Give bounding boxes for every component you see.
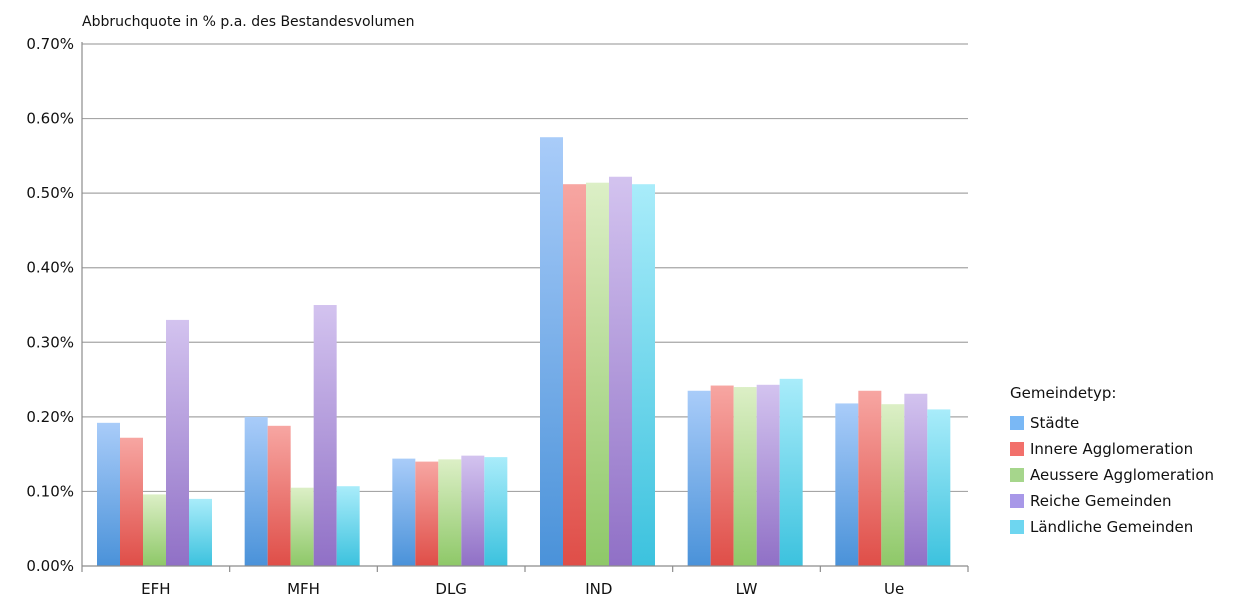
axes bbox=[81, 42, 969, 572]
bar-LW-1 bbox=[710, 385, 734, 566]
legend-label: Aeussere Agglomeration bbox=[1030, 466, 1215, 484]
y-tick-label: 0.40% bbox=[26, 259, 74, 277]
bar-EFH-4 bbox=[189, 498, 212, 566]
legend: Gemeindetyp: Städte Innere Agglomeration A… bbox=[1010, 384, 1214, 540]
bar-DLG-4 bbox=[484, 457, 508, 566]
bar-EFH-3 bbox=[166, 319, 189, 566]
bar-LW-3 bbox=[756, 384, 780, 566]
bars bbox=[97, 137, 951, 567]
legend-label: Städte bbox=[1030, 414, 1080, 432]
bar-IND-4 bbox=[632, 184, 655, 567]
bar-DLG-3 bbox=[461, 455, 485, 566]
y-tick-labels: 0.00% 0.10% 0.20% 0.30% 0.40% 0.50% 0.60% 0.70% bbox=[26, 35, 74, 575]
x-tick-label: EFH bbox=[141, 580, 170, 597]
y-axis-title: Abbruchquote in % p.a. des Bestandesvolu… bbox=[82, 14, 414, 30]
bar-Ue-2 bbox=[881, 404, 905, 566]
bar-LW-4 bbox=[779, 378, 803, 566]
bar-MFH-2 bbox=[290, 487, 314, 566]
legend-title: Gemeindetyp: bbox=[1010, 384, 1117, 402]
legend-item: Ländliche Gemeinden bbox=[1010, 514, 1214, 540]
bar-EFH-2 bbox=[143, 494, 166, 566]
legend-swatch bbox=[1010, 468, 1024, 482]
bar-IND-0 bbox=[540, 137, 563, 566]
bar-IND-3 bbox=[609, 176, 632, 567]
y-tick-label: 0.70% bbox=[26, 35, 74, 53]
bar-LW-2 bbox=[733, 387, 757, 566]
y-tick-label: 0.60% bbox=[26, 110, 74, 128]
bar-EFH-0 bbox=[97, 422, 120, 566]
legend-items: Städte Innere Agglomeration Aeussere Agglo… bbox=[1010, 410, 1214, 540]
y-tick-label: 0.10% bbox=[26, 482, 74, 500]
legend-item: Aeussere Agglomeration bbox=[1010, 462, 1214, 488]
x-tick-label: MFH bbox=[287, 580, 320, 597]
bar-DLG-2 bbox=[438, 459, 462, 566]
legend-swatch bbox=[1010, 520, 1024, 534]
bar-Ue-4 bbox=[927, 409, 951, 566]
bar-DLG-0 bbox=[392, 458, 416, 566]
bar-LW-0 bbox=[687, 390, 711, 566]
y-tick-label: 0.30% bbox=[26, 333, 74, 351]
x-tick-label: DLG bbox=[435, 580, 467, 597]
legend-swatch bbox=[1010, 416, 1024, 430]
bar-Ue-1 bbox=[858, 390, 882, 566]
legend-item: Innere Agglomeration bbox=[1010, 436, 1214, 462]
x-tick-label: LW bbox=[736, 580, 758, 597]
bar-MFH-1 bbox=[267, 425, 291, 566]
bar-IND-1 bbox=[563, 184, 586, 567]
bar-EFH-1 bbox=[120, 437, 143, 566]
x-tick-label: IND bbox=[585, 580, 612, 597]
legend-item: Städte bbox=[1010, 410, 1214, 436]
bar-IND-2 bbox=[586, 182, 609, 566]
legend-swatch bbox=[1010, 442, 1024, 456]
legend-label: Ländliche Gemeinden bbox=[1030, 518, 1194, 536]
bar-Ue-0 bbox=[835, 403, 859, 566]
x-tick-label: Ue bbox=[884, 580, 904, 597]
y-tick-label: 0.50% bbox=[26, 184, 74, 202]
bar-DLG-1 bbox=[415, 461, 439, 566]
legend-label: Innere Agglomeration bbox=[1030, 440, 1194, 458]
bar-MFH-3 bbox=[313, 305, 337, 566]
legend-swatch bbox=[1010, 494, 1024, 508]
gridlines bbox=[82, 43, 968, 493]
legend-item: Reiche Gemeinden bbox=[1010, 488, 1214, 514]
bar-MFH-0 bbox=[244, 416, 268, 566]
x-tick-labels: EFH MFH DLG IND LW Ue bbox=[141, 580, 904, 597]
y-tick-label: 0.00% bbox=[26, 557, 74, 575]
y-tick-label: 0.20% bbox=[26, 408, 74, 426]
bar-Ue-3 bbox=[904, 393, 928, 566]
bar-MFH-4 bbox=[336, 486, 360, 566]
legend-label: Reiche Gemeinden bbox=[1030, 492, 1172, 510]
